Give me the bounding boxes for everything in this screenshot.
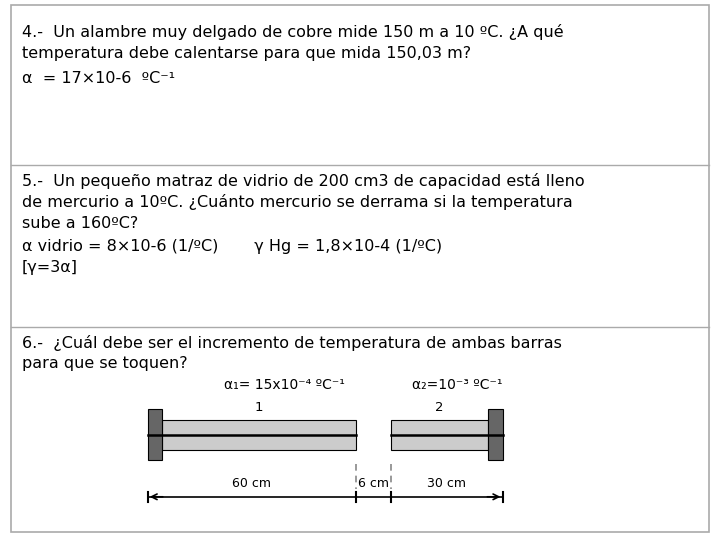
- Text: 1: 1: [255, 401, 264, 415]
- Text: 4.-  Un alambre muy delgado de cobre mide 150 m a 10 ºC. ¿A qué: 4.- Un alambre muy delgado de cobre mide…: [22, 24, 563, 40]
- Text: 2: 2: [436, 401, 444, 415]
- Text: α₁= 15x10⁻⁴ ºC⁻¹: α₁= 15x10⁻⁴ ºC⁻¹: [224, 378, 345, 392]
- Text: [γ=3α]: [γ=3α]: [22, 260, 78, 275]
- Text: de mercurio a 10ºC. ¿Cuánto mercurio se derrama si la temperatura: de mercurio a 10ºC. ¿Cuánto mercurio se …: [22, 194, 572, 211]
- Text: 60 cm: 60 cm: [233, 477, 271, 490]
- Bar: [148, 409, 162, 460]
- Bar: [488, 409, 503, 460]
- Bar: [162, 420, 356, 449]
- Text: sube a 160ºC?: sube a 160ºC?: [22, 216, 138, 231]
- Text: α vidrio = 8×10-6 (1/ºC)       γ Hg = 1,8×10-4 (1/ºC): α vidrio = 8×10-6 (1/ºC) γ Hg = 1,8×10-4…: [22, 239, 442, 254]
- Text: 6.-  ¿Cuál debe ser el incremento de temperatura de ambas barras: 6.- ¿Cuál debe ser el incremento de temp…: [22, 335, 562, 351]
- Text: para que se toquen?: para que se toquen?: [22, 356, 187, 372]
- Text: α₂=10⁻³ ºC⁻¹: α₂=10⁻³ ºC⁻¹: [412, 378, 503, 392]
- Text: α  = 17×10-6  ºC⁻¹: α = 17×10-6 ºC⁻¹: [22, 71, 175, 86]
- Bar: [391, 420, 488, 449]
- Text: 6 cm: 6 cm: [358, 477, 390, 490]
- Text: temperatura debe calentarse para que mida 150,03 m?: temperatura debe calentarse para que mid…: [22, 46, 471, 61]
- Text: 30 cm: 30 cm: [427, 477, 467, 490]
- Text: 5.-  Un pequeño matraz de vidrio de 200 cm3 de capacidad está lleno: 5.- Un pequeño matraz de vidrio de 200 c…: [22, 173, 584, 189]
